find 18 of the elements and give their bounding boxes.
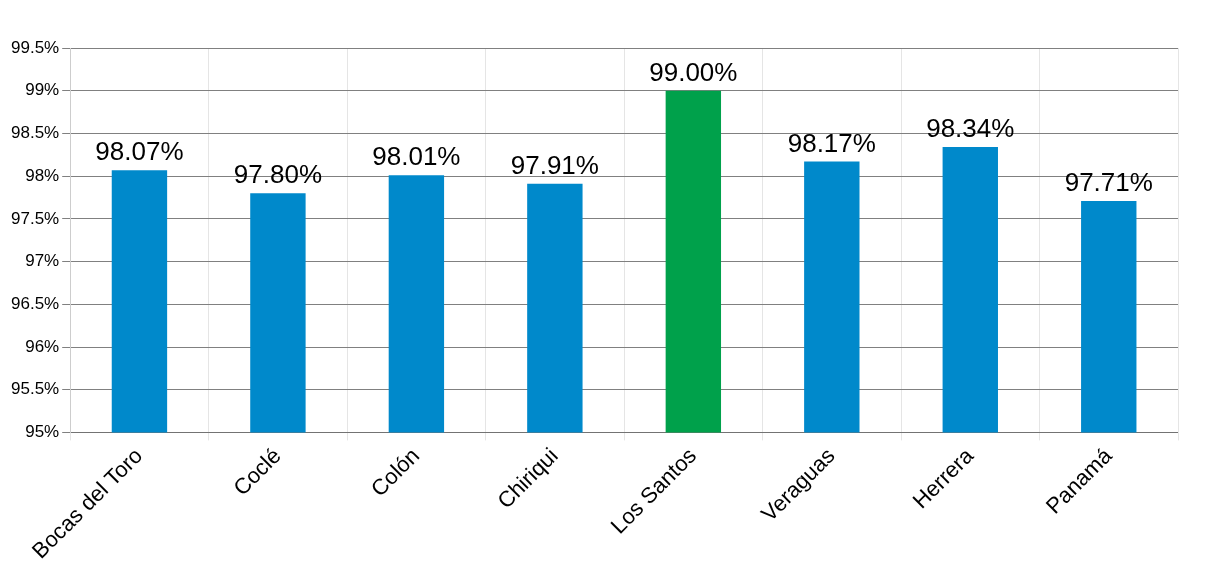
- y-tick-label: 98.5%: [11, 123, 60, 143]
- y-tick-label: 99%: [25, 80, 60, 100]
- y-tick-label: 97%: [25, 251, 60, 271]
- data-label: 99.00%: [649, 56, 738, 87]
- data-label: 98.34%: [926, 113, 1015, 144]
- y-tick-label: 97.5%: [11, 208, 60, 228]
- data-label: 98.01%: [372, 141, 461, 172]
- y-tick-label: 99.5%: [11, 37, 60, 57]
- y-tick-label: 96.5%: [11, 293, 60, 313]
- data-label: 98.17%: [787, 127, 876, 158]
- data-label: 97.91%: [510, 150, 599, 180]
- y-tick-label: 95%: [25, 422, 60, 442]
- y-tick-label: 96%: [25, 336, 60, 356]
- y-tick-label: 98%: [25, 165, 60, 185]
- y-tick-label: 95.5%: [11, 379, 60, 399]
- data-label: 98.07%: [95, 136, 184, 167]
- data-label: 97.71%: [1064, 167, 1153, 198]
- data-label: 97.80%: [233, 159, 323, 190]
